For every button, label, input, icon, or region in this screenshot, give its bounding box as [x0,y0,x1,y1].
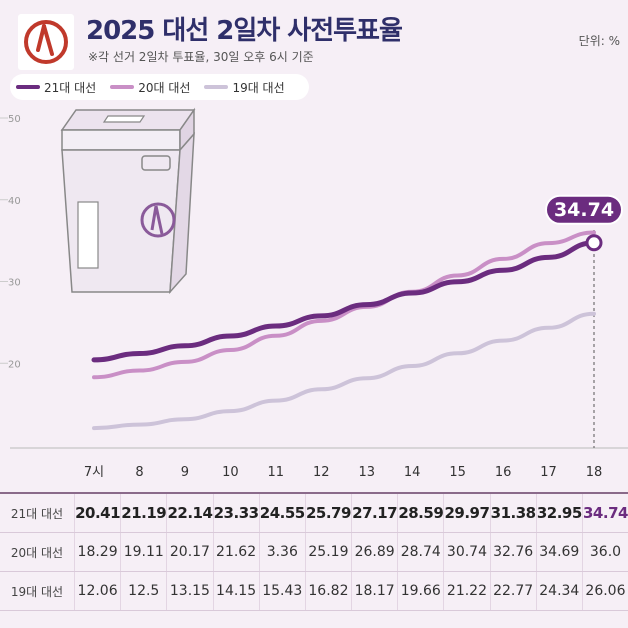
legend-item-19: 19대 대선 [204,79,285,96]
x-tick-label: 18 [586,465,603,480]
table-cell: 26.89 [351,533,397,571]
table-cell: 27.17 [351,494,398,532]
table-cell: 22.14 [166,494,213,532]
x-tick-label: 10 [222,465,239,480]
table-cell: 21.62 [212,533,259,571]
table-cell: 21.19 [120,494,167,532]
table-cell: 25.19 [304,533,351,571]
table-cell: 32.95 [535,494,582,532]
legend-swatch-19 [204,85,229,89]
legend-label-20: 20대 대선 [138,80,191,95]
table-cell: 30.74 [443,533,489,571]
callout-value: 34.74 [554,199,614,221]
x-tick-label: 17 [540,465,557,480]
table-cell: 24.34 [535,572,582,610]
table-cell: 22.77 [489,572,536,610]
x-tick-label: 9 [181,465,189,480]
y-tick-label: 40 [8,196,21,207]
series-line-0 [91,240,597,363]
header: 2025 대선 2일차 사전투표율 ※각 선거 2일차 투표율, 30일 오후 … [0,0,628,120]
table-row: 21대 대선 20.41 21.19 22.14 23.33 24.55 25.79 27.1… [0,492,628,533]
table-cell: 34.69 [535,533,582,571]
table-cell: 23.33 [212,494,259,532]
table-cell: 12.5 [120,572,166,610]
ballot-check-logo [18,14,74,70]
y-tick-label: 20 [8,359,21,370]
callout-bubble [545,194,623,225]
table-cell: 13.15 [166,572,212,610]
table-cell: 26.06 [581,572,628,610]
chart-legend: 21대 대선 20대 대선 19대 대선 [10,74,309,100]
table-cell: 12.06 [74,572,120,610]
ballot-box-icon [60,107,196,295]
table-cell: 21.22 [443,572,489,610]
legend-swatch-21 [16,85,40,89]
table-cell: 19.66 [397,572,443,610]
table-cell: 19.11 [120,533,166,571]
table-cell: 34.74 [581,494,628,532]
page-title: 2025 대선 2일차 사전투표율 [86,16,403,46]
x-tick-label: 16 [495,465,512,480]
table-cell: 20.41 [74,494,121,532]
table-cell: 32.76 [489,533,536,571]
table-cell: 18.29 [74,533,120,571]
table-cell: 14.15 [212,572,259,610]
row-label: 21대 대선 [10,506,64,521]
line-chart: 20 30 40 50 7시 8 9 10 11 12 13 14 15 16 17 18 34.74 [0,107,628,480]
table-cell: 28.59 [397,494,444,532]
data-table: 21대 대선 20.41 21.19 22.14 23.33 24.55 25.79 27.1… [0,492,628,611]
x-tick-label: 12 [313,465,330,480]
x-tick-label: 7시 [84,465,104,480]
table-cell: 31.38 [489,494,536,532]
end-point-marker [585,234,603,252]
x-tick-label: 13 [358,465,375,480]
table-cell: 29.97 [443,494,490,532]
legend-item-20: 20대 대선 [110,79,190,96]
table-cell: 28.74 [397,533,443,571]
series-line-1 [92,230,596,380]
table-cell: 36.0 [581,533,628,571]
series-line-2 [92,311,596,431]
row-label: 19대 대선 [10,584,64,599]
table-row: 19대 대선 12.06 12.5 13.15 14.15 15.43 16.82 18.17… [0,572,628,611]
y-tick-label: 30 [8,278,21,289]
table-cell: 25.79 [304,494,351,532]
row-label: 20대 대선 [10,545,64,560]
table-cell: 3.36 [258,533,305,571]
legend-item-21: 21대 대선 [16,79,96,96]
y-tick-label: 50 [8,114,21,125]
unit-label: 단위: % [578,34,620,48]
page-subtitle: ※각 선거 2일차 투표율, 30일 오후 6시 기준 [88,50,314,64]
table-cell: 18.17 [351,572,397,610]
table-row: 20대 대선 18.29 19.11 20.17 21.62 3.36 25.19 26.89… [0,533,628,572]
x-tick-label: 11 [268,465,285,480]
legend-label-21: 21대 대선 [44,80,97,95]
x-tick-label: 8 [135,465,143,480]
x-tick-label: 15 [449,465,466,480]
x-tick-label: 14 [404,465,421,480]
legend-label-19: 19대 대선 [232,80,285,95]
table-cell: 16.82 [304,572,351,610]
table-cell: 24.55 [258,494,305,532]
table-cell: 20.17 [166,533,212,571]
table-cell: 15.43 [258,572,305,610]
legend-swatch-20 [110,85,135,89]
